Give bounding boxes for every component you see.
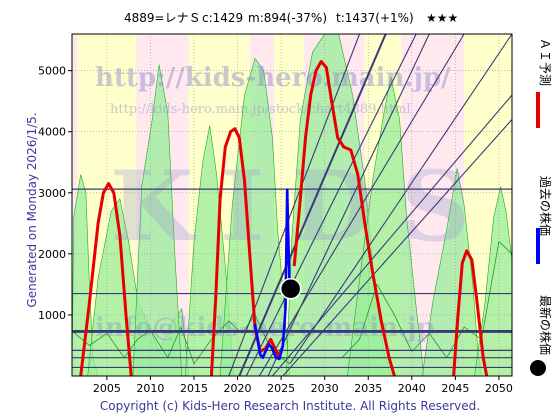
legend-latest-label: 最新の株価 xyxy=(538,295,553,355)
header-mid: m:894(-37%) xyxy=(248,11,327,25)
x-tick-label: 2035 xyxy=(354,382,382,395)
trend-line xyxy=(245,34,417,376)
legend: ＡＩ予測 過去の株価 最新の株価 xyxy=(530,38,553,376)
volume-line xyxy=(72,314,291,365)
x-tick-label: 2050 xyxy=(485,382,513,395)
horizontal-levels xyxy=(72,188,512,369)
watermark-url: http://kids-hero.main.jp/ xyxy=(95,63,451,93)
trend-line xyxy=(271,94,512,376)
volume-area xyxy=(346,76,425,376)
ai-forecast-line xyxy=(292,60,396,376)
legend-ai-label: ＡＩ予測 xyxy=(538,38,552,86)
x-tick-label: 2040 xyxy=(398,382,426,395)
legend-latest-dot xyxy=(530,360,546,376)
x-tick-label: 2045 xyxy=(441,382,469,395)
volume-area xyxy=(132,64,183,376)
x-tick-label: 2010 xyxy=(136,382,164,395)
y-tick-label: 3000 xyxy=(38,187,66,200)
y-tick-label: 4000 xyxy=(38,126,66,139)
trend-line xyxy=(267,34,430,376)
header-stars: ★★★ xyxy=(426,11,458,25)
header-code: 4889=レナＳ xyxy=(124,11,201,25)
background-band xyxy=(72,34,78,376)
current-point xyxy=(279,277,302,300)
axes: 2005 2010 2015 2020 2025 2030 2035 2040 2045 2050… xyxy=(38,65,513,395)
trend-line xyxy=(282,119,512,376)
past-price-line xyxy=(253,188,292,361)
ai-forecast-line xyxy=(79,182,133,376)
trend-line xyxy=(228,34,361,376)
trend-line xyxy=(289,34,512,365)
y-tick-label: 2000 xyxy=(38,248,66,261)
legend-past-label: 過去の株価 xyxy=(538,176,553,236)
volume-line xyxy=(341,240,512,359)
x-tick-label: 2005 xyxy=(93,382,121,395)
past-price-series xyxy=(253,188,292,361)
x-tick-label: 2015 xyxy=(180,382,208,395)
ai-forecast-series xyxy=(79,60,489,376)
header-target: t:1437(+1%) xyxy=(336,11,414,25)
x-tick-label: 2030 xyxy=(311,382,339,395)
grid xyxy=(72,34,512,376)
y-tick-label: 5000 xyxy=(38,65,66,78)
ai-forecast-line xyxy=(452,249,489,376)
x-tick-label: 2025 xyxy=(267,382,295,395)
trend-line xyxy=(238,34,387,376)
x-tick-label: 2020 xyxy=(224,382,252,395)
watermark-url2: http://kids-hero.main.jp/stock/chart4889… xyxy=(110,102,411,117)
volume-area xyxy=(474,186,512,376)
plot-frame xyxy=(71,33,513,377)
generated-date: Generated on Monday 2026/1/5. xyxy=(25,112,39,307)
legend-past-swatch xyxy=(536,228,540,264)
legend-ai-swatch xyxy=(536,92,540,128)
ai-forecast-line xyxy=(209,127,281,376)
y-tick-label: 1000 xyxy=(38,309,66,322)
trend-lines xyxy=(228,34,512,376)
header-current: c:1429 xyxy=(202,11,243,25)
footer-copyright: Copyright (c) Kids-Hero Research Institu… xyxy=(100,399,480,413)
current-price-marker xyxy=(279,277,302,300)
